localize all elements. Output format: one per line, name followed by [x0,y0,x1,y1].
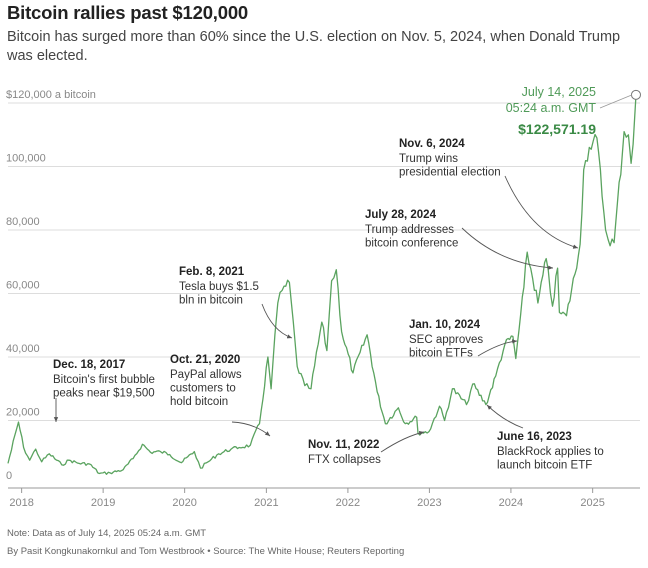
y-tick-label: 40,000 [6,343,40,355]
chart-subtitle: Bitcoin has surged more than 60% since t… [7,29,621,64]
annotation-text: hold bitcoin [170,396,228,408]
y-tick-label: 0 [6,470,12,482]
annotation-text: Bitcoin's first bubble [53,374,155,386]
annotation: Oct. 21, 2020 PayPal allows customers toho… [170,354,271,437]
y-axis-tick-labels: $120,000 a bitcoin 100,000 80,000 60,000 40,… [6,89,96,482]
annotation-text: SEC approves [409,334,483,346]
latest-price-label: $122,571.19 [518,121,596,137]
annotation-date: June 16, 2023 [497,431,572,443]
annotation: July 28, 2024 Trump addresses bitcoin conf… [365,209,554,270]
price-series [7,94,637,475]
annotation-text: FTX collapses [308,454,381,466]
annotation-arrow [231,421,271,437]
annotation-text: peaks near $19,500 [53,388,155,400]
price-line [7,94,637,475]
annotation: Feb. 8, 2021 Tesla buys $1.5 bln in bitcoi… [179,266,293,339]
credits-line: By Pasit Kongkunakornkul and Tom Westbro… [7,546,405,557]
gridlines [8,102,640,421]
y-tick-label: 100,000 [6,153,46,165]
annotation-text: bitcoin ETFs [409,348,473,360]
annotation: Dec. 18, 2017 Bitcoin's first bubble peaks… [53,359,155,422]
x-tick-label: 2020 [172,497,196,509]
annotation: Nov. 6, 2024 Trump wins presidential elect… [399,138,579,249]
annotation-date: Feb. 8, 2021 [179,266,245,278]
annotation-text: bitcoin conference [365,238,458,250]
annotation-date: Nov. 6, 2024 [399,138,465,150]
x-tick-label: 2021 [254,497,278,509]
annotation-text: customers to [170,383,236,395]
annotation-text: bln in bitcoin [179,295,243,307]
x-tick-label: 2022 [336,497,360,509]
annotation-date: Jan. 10, 2024 [409,319,481,331]
y-tick-label: 60,000 [6,280,40,292]
latest-point-marker [630,89,641,100]
y-tick-label: $120,000 a bitcoin [6,89,96,101]
annotation-date: Nov. 11, 2022 [308,439,379,451]
chart-title: Bitcoin rallies past $120,000 [7,2,248,23]
latest-leader-line [599,94,633,109]
y-tick-label: 20,000 [6,407,40,419]
annotation: Nov. 11, 2022 FTX collapses [308,430,425,466]
annotation-text: Trump wins [399,153,458,165]
latest-date-label: July 14, 2025 [522,85,596,99]
annotation-text: Tesla buys $1.5 [179,281,259,293]
x-tick-label: 2018 [9,497,33,509]
annotation-text: presidential election [399,167,501,179]
annotation-date: Oct. 21, 2020 [170,354,240,366]
annotation-text: launch bitcoin ETF [497,460,592,472]
annotation-text: PayPal allows [170,369,242,381]
annotation-text: BlackRock applies to [497,446,604,458]
annotation-date: July 28, 2024 [365,209,437,221]
annotation-date: Dec. 18, 2017 [53,359,125,371]
x-tick-label: 2025 [580,497,604,509]
data-note: Note: Data as of July 14, 2025 05:24 a.m… [7,528,207,539]
end-label: July 14, 2025 05:24 a.m. GMT $122,571.19 [506,85,641,137]
annotation-arrow [486,404,524,429]
x-tick-label: 2024 [499,497,523,509]
annotation: Jan. 10, 2024 SEC approves bitcoin ETFs [409,319,518,360]
annotation-arrow [477,339,518,357]
latest-time-label: 05:24 a.m. GMT [506,101,597,115]
annotations: Dec. 18, 2017 Bitcoin's first bubble peaks… [53,138,604,472]
x-tick-label: 2023 [417,497,441,509]
annotation-text: Trump addresses [365,224,454,236]
annotation: June 16, 2023 BlackRock applies to launch … [486,404,604,472]
x-tick-label: 2019 [91,497,115,509]
annotation-arrow [261,303,293,339]
annotation-arrow [504,175,579,249]
annotation-arrow [461,227,554,270]
x-axis: 2018 2019 2020 2021 2022 2023 2024 2025 [8,487,640,509]
y-tick-label: 80,000 [6,216,40,228]
annotation-arrow [380,430,425,453]
